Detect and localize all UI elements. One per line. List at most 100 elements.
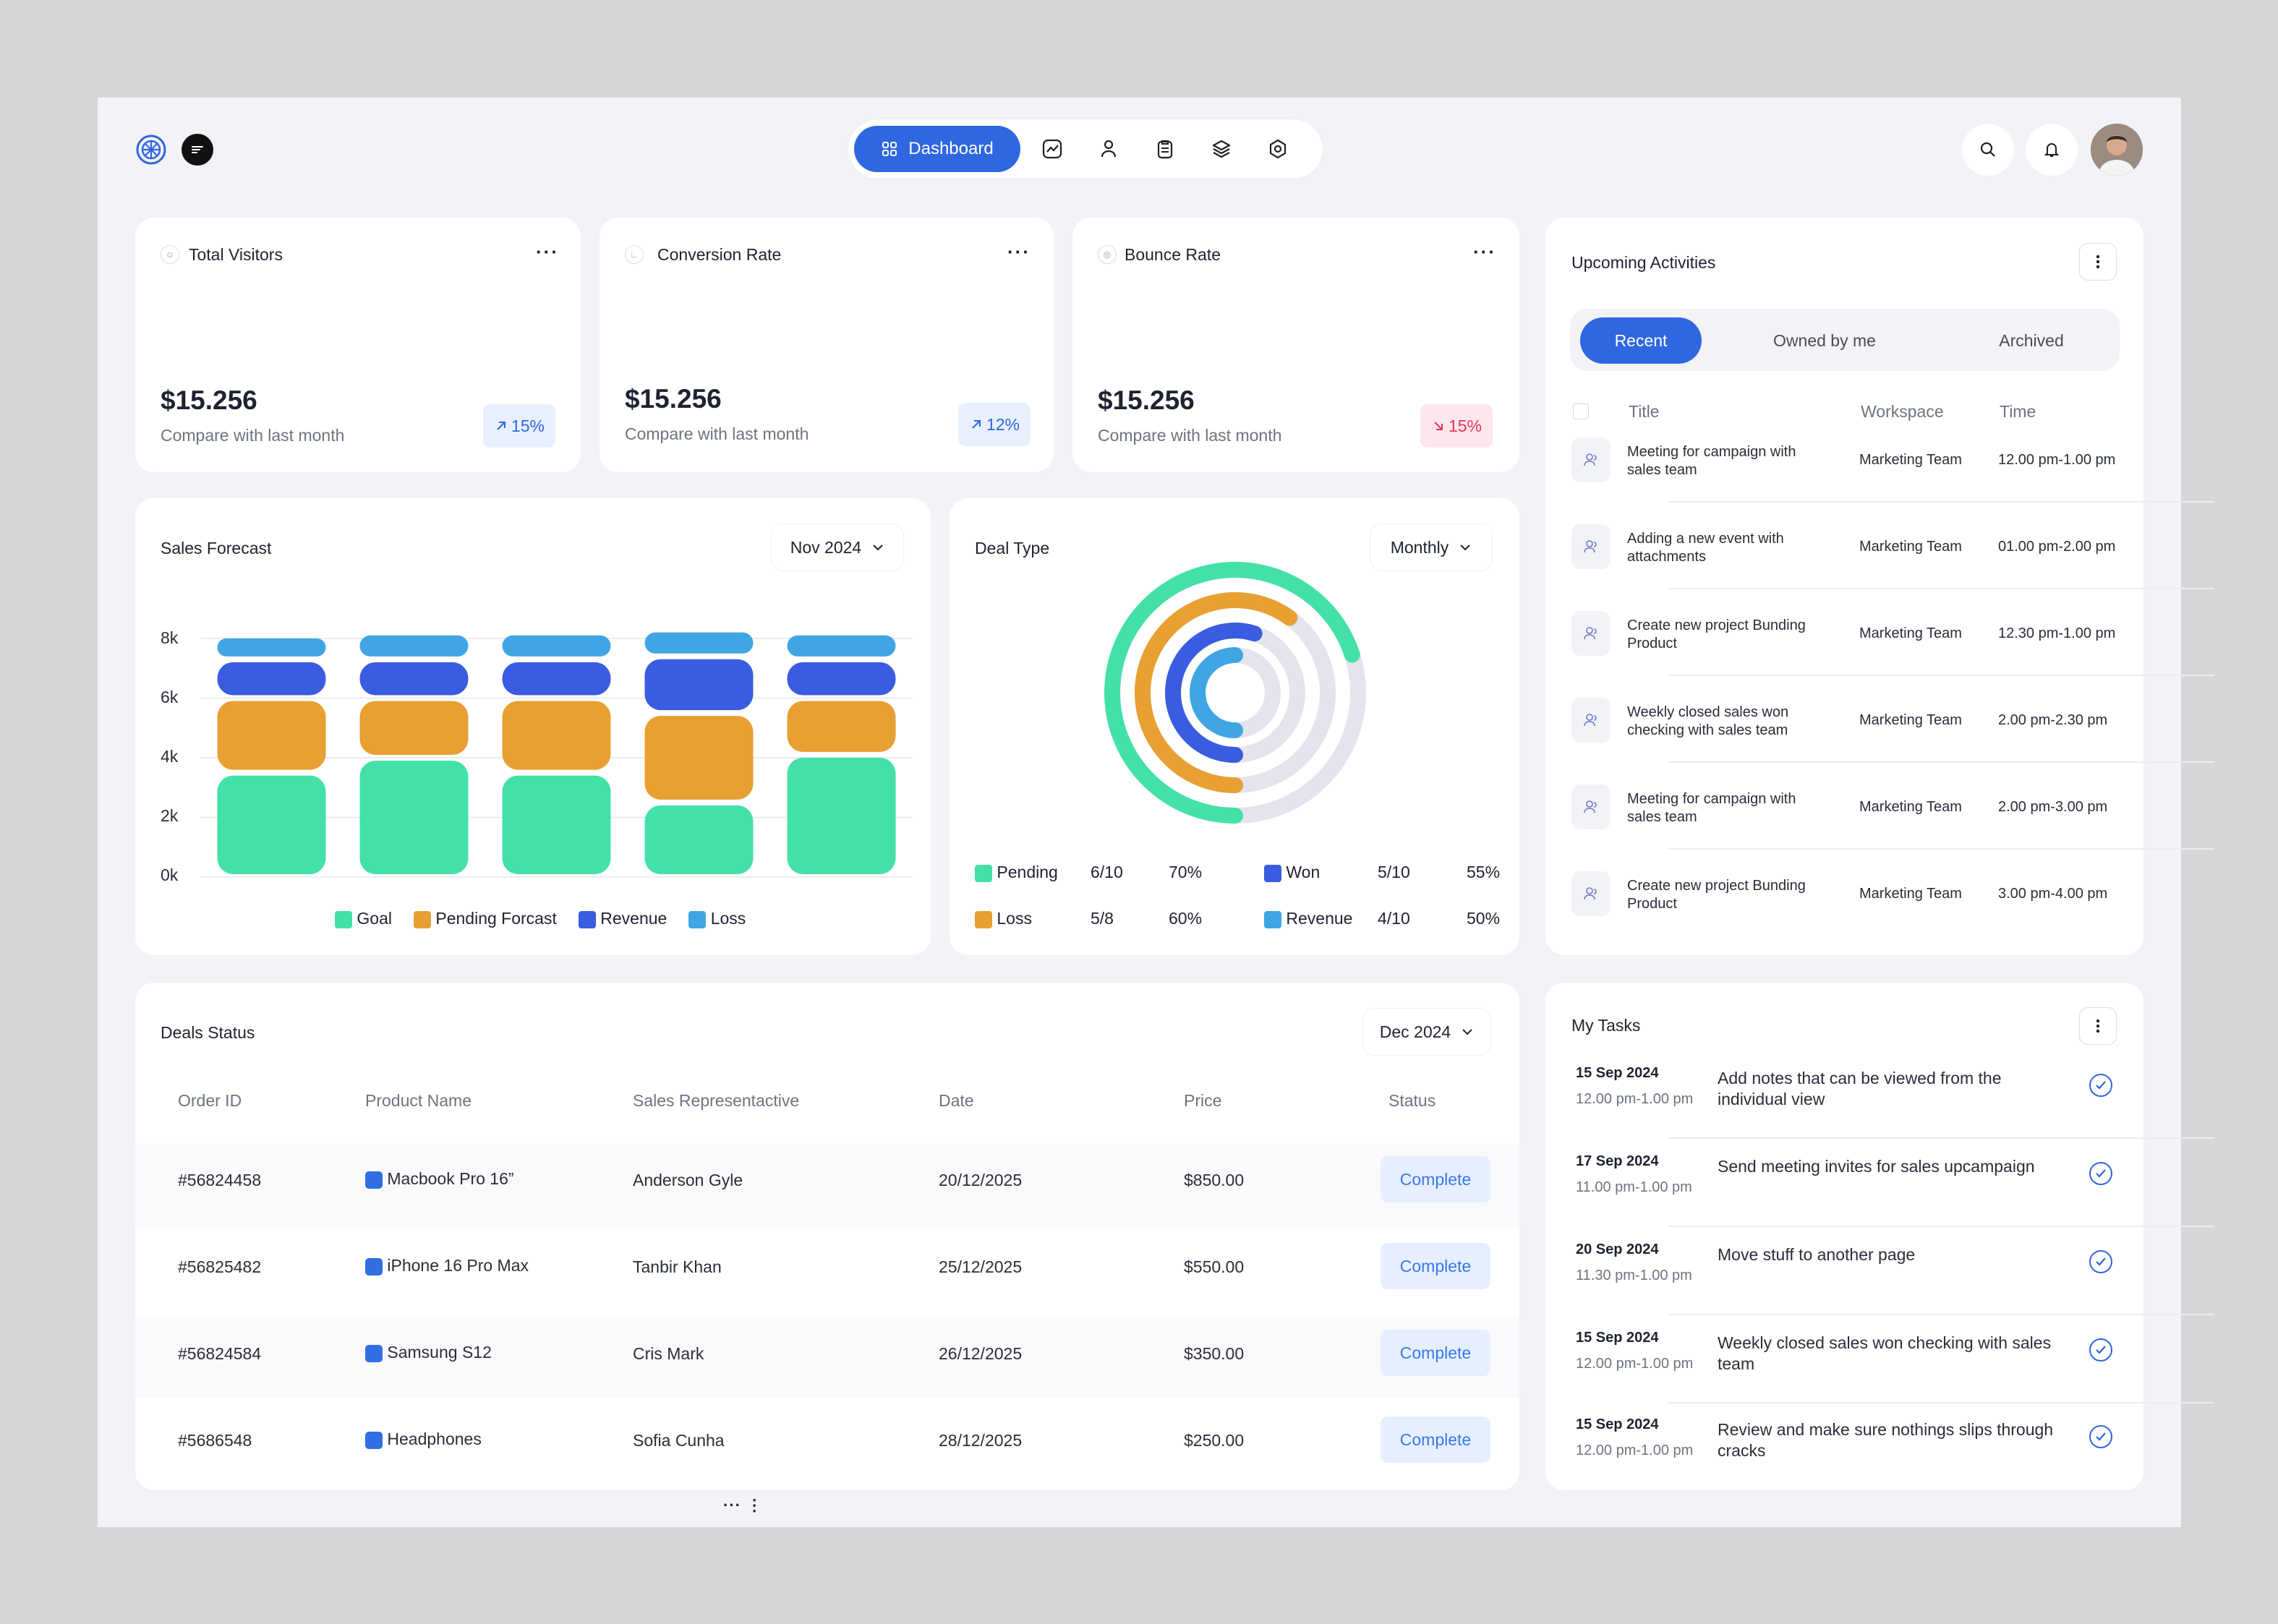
legend-pct: 55%	[1467, 863, 1501, 881]
bar-pending[interactable]	[217, 701, 326, 770]
change-value: 12%	[986, 414, 1020, 434]
deal-legend: Pending 6/10 70% Won 5/10 55% Loss 5/8 6…	[975, 860, 1501, 946]
bar-revenue[interactable]	[359, 662, 469, 696]
layers-icon[interactable]	[1210, 137, 1233, 161]
bar-loss[interactable]	[502, 635, 611, 657]
table-row-bg	[135, 1317, 1519, 1398]
change-badge-up: 15%	[483, 404, 555, 448]
ring-revenue[interactable]	[1190, 647, 1243, 738]
more-options-button[interactable]	[2079, 1007, 2117, 1045]
activity-title: Create new project Bunding Product	[1627, 617, 1806, 651]
bar-revenue[interactable]	[502, 662, 611, 696]
bar-pending[interactable]	[502, 701, 611, 770]
bar-loss[interactable]	[359, 635, 469, 657]
task-time: 11.00 pm-1.00 pm	[1576, 1179, 1692, 1195]
bar-revenue[interactable]	[787, 662, 896, 696]
notifications-button[interactable]	[2026, 124, 2078, 176]
settings-hexagon-icon[interactable]	[1266, 137, 1289, 161]
bar-pending[interactable]	[644, 716, 754, 800]
bar-revenue[interactable]	[217, 662, 326, 696]
legend-label: Won	[1286, 863, 1321, 881]
arrow-down-right-icon	[1431, 419, 1446, 433]
kpi-value: $15.256	[1098, 385, 1195, 415]
activity-workspace: Marketing Team	[1859, 539, 1962, 555]
select-all-checkbox[interactable]	[1573, 403, 1589, 419]
legend-label: Pending	[997, 863, 1058, 881]
price: $850.00	[1184, 1171, 1245, 1189]
status-badge[interactable]: Complete	[1381, 1416, 1490, 1463]
activity-title: Weekly closed sales won checking with sa…	[1627, 704, 1789, 738]
search-button[interactable]	[1962, 124, 2014, 176]
legend-label: Revenue	[600, 909, 667, 928]
row-divider	[1668, 1226, 2214, 1227]
period-dropdown[interactable]: Monthly	[1370, 524, 1492, 570]
product-icon	[365, 1171, 383, 1189]
check-circle-icon[interactable]	[2089, 1162, 2112, 1185]
avatar[interactable]	[2091, 124, 2143, 176]
check-circle-icon[interactable]	[2089, 1250, 2112, 1273]
check-circle-icon[interactable]	[2089, 1074, 2112, 1097]
y-tick-label: 8k	[161, 628, 179, 647]
date: 26/12/2025	[939, 1344, 1023, 1363]
row-divider	[1668, 501, 2214, 503]
bar-loss[interactable]	[787, 635, 896, 657]
bar-goal[interactable]	[502, 775, 611, 874]
tab-recent[interactable]: Recent	[1580, 317, 1702, 364]
period-dropdown[interactable]: Dec 2024	[1363, 1009, 1490, 1055]
activity-workspace: Marketing Team	[1859, 799, 1962, 815]
column-header: Price	[1184, 1091, 1222, 1110]
nav-dashboard-button[interactable]: Dashboard	[854, 126, 1020, 172]
legend-swatch	[975, 864, 992, 882]
product-cell: Samsung S12	[365, 1343, 492, 1362]
search-icon	[1979, 140, 1997, 159]
bar-goal[interactable]	[359, 761, 469, 874]
bar-goal[interactable]	[217, 775, 326, 874]
more-options-icon[interactable]: ···	[536, 241, 559, 262]
task-time: 12.00 pm-1.00 pm	[1576, 1091, 1694, 1107]
bar-goal[interactable]	[787, 757, 896, 874]
status-badge[interactable]: Complete	[1381, 1243, 1490, 1289]
status-badge[interactable]: Complete	[1381, 1330, 1490, 1376]
arrow-up-right-icon	[494, 419, 508, 433]
tab-owned-by-me[interactable]: Owned by me	[1773, 330, 1876, 350]
activity-time: 01.00 pm-2.00 pm	[1998, 539, 2116, 555]
top-nav: Dashboard	[848, 119, 1323, 179]
product-cell: Headphones	[365, 1429, 482, 1449]
bar-loss[interactable]	[217, 638, 326, 657]
bar-pending[interactable]	[787, 701, 896, 752]
ring-pending[interactable]	[1104, 562, 1360, 824]
check-circle-icon[interactable]	[2089, 1425, 2112, 1448]
activity-workspace: Marketing Team	[1859, 886, 1962, 902]
logo-icon[interactable]	[135, 134, 167, 166]
kpi-caption: Compare with last month	[1098, 426, 1282, 445]
order-id: #56824458	[178, 1171, 262, 1189]
tab-archived[interactable]: Archived	[1999, 330, 2064, 350]
activity-workspace: Marketing Team	[1859, 712, 1962, 728]
menu-icon[interactable]	[182, 134, 213, 166]
more-options-button[interactable]	[2079, 243, 2117, 281]
more-options-icon[interactable]: ···	[1473, 241, 1496, 262]
activity-title: Meeting for campaign with sales team	[1627, 444, 1796, 478]
users-icon[interactable]	[1097, 137, 1120, 161]
card-title: My Tasks	[1571, 1016, 1641, 1035]
ring-loss[interactable]	[1135, 592, 1298, 793]
status-badge[interactable]: Complete	[1381, 1156, 1490, 1202]
resize-handle-icon[interactable]: ··· ⋮	[723, 1496, 764, 1514]
y-tick-label: 4k	[161, 747, 179, 766]
ring-won[interactable]	[1165, 623, 1263, 763]
legend-swatch	[688, 910, 707, 928]
bar-goal[interactable]	[644, 805, 754, 874]
bar-pending[interactable]	[359, 701, 469, 756]
sales-rep: Tanbir Khan	[633, 1257, 722, 1276]
clipboard-icon[interactable]	[1153, 137, 1177, 161]
period-dropdown[interactable]: Nov 2024	[772, 524, 903, 570]
legend-ratio: 5/8	[1091, 909, 1114, 928]
more-options-icon[interactable]: ···	[1007, 241, 1031, 262]
check-circle-icon[interactable]	[2089, 1338, 2112, 1362]
chart-line-icon[interactable]	[1041, 137, 1064, 161]
bar-loss[interactable]	[644, 632, 754, 654]
kpi-title: Conversion Rate	[657, 245, 782, 264]
legend-label: Pending Forcast	[435, 909, 557, 928]
product-name: iPhone 16 Pro Max	[387, 1256, 529, 1275]
bar-revenue[interactable]	[644, 659, 754, 711]
